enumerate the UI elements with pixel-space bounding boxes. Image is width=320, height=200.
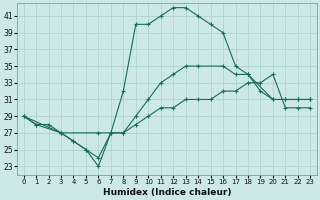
X-axis label: Humidex (Indice chaleur): Humidex (Indice chaleur) (103, 188, 231, 197)
